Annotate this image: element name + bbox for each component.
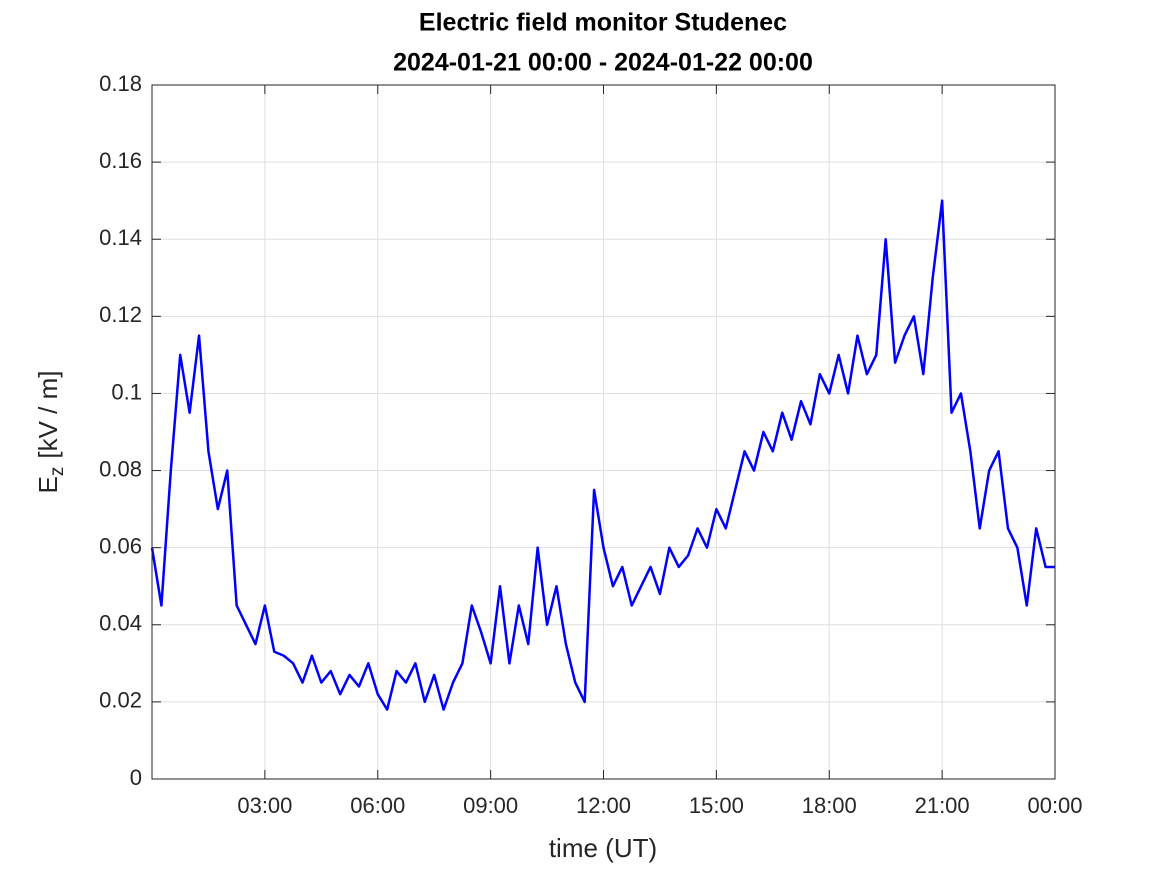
x-tick-label: 15:00 (689, 793, 744, 818)
y-tick-label: 0.04 (99, 611, 142, 636)
data-line (150, 199, 1055, 711)
x-tick-label: 12:00 (576, 793, 631, 818)
x-tick-label: 18:00 (802, 793, 857, 818)
y-tick-label: 0.1 (111, 379, 142, 404)
x-tick-label: 09:00 (463, 793, 518, 818)
y-label-unit: [kV / m] (33, 371, 63, 459)
y-tick-label: 0.14 (99, 225, 142, 250)
y-tick-label: 0.12 (99, 302, 142, 327)
y-tick-label: 0 (130, 765, 142, 790)
x-axis-label: time (UT) (549, 833, 657, 863)
x-tick-label: 21:00 (915, 793, 970, 818)
y-tick-label: 0.18 (99, 71, 142, 96)
x-tick-label: 03:00 (237, 793, 292, 818)
y-tick-label: 0.06 (99, 533, 142, 558)
x-tick-label: 06:00 (350, 793, 405, 818)
y-tick-label: 0.16 (99, 148, 142, 173)
y-label-sub: z (47, 467, 68, 477)
axes-box (151, 84, 1056, 780)
y-tick-label: 0.02 (99, 688, 142, 713)
chart-title: Electric field monitor Studenec (419, 9, 787, 37)
y-tick-label: 0.08 (99, 456, 142, 481)
chart-subtitle: 2024-01-21 00:00 - 2024-01-22 00:00 (393, 49, 813, 77)
x-tick-label: 00:00 (1027, 793, 1082, 818)
y-label-main: E (33, 476, 63, 493)
y-axis-label: Ez [kV / m] (33, 371, 68, 494)
